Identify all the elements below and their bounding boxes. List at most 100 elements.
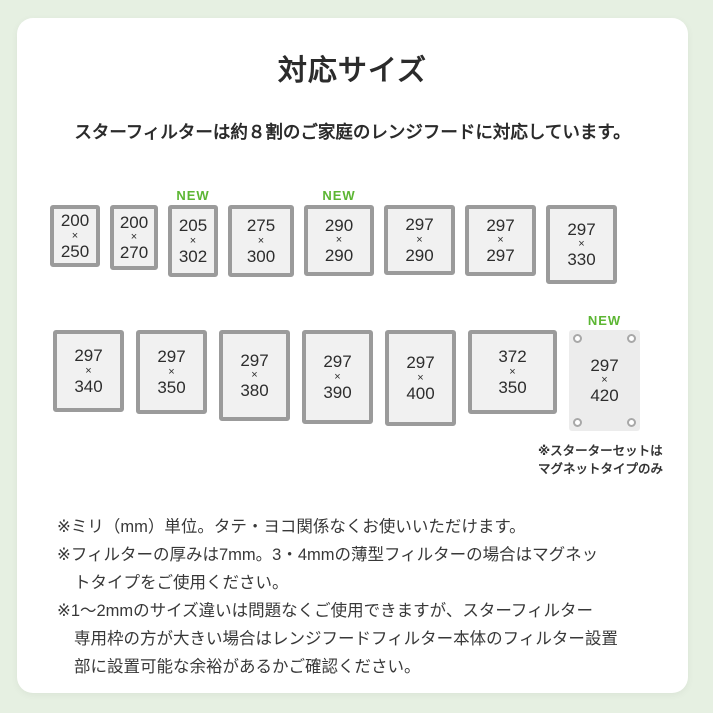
size-card-290x290: 290 × 290 — [304, 205, 374, 276]
size-height-label: 330 — [567, 250, 596, 269]
page-title: 対応サイズ — [277, 55, 428, 87]
magnet-caption-line: ※スターターセットは — [538, 444, 663, 458]
times-icon: × — [257, 234, 265, 247]
magnet-caption-line: マグネットタイプのみ — [538, 462, 664, 477]
times-icon: × — [130, 231, 138, 243]
size-card-wrap: 200 × 250 — [50, 205, 100, 267]
magnet-caption: ※スターターセットは マグネットタイプのみ — [538, 442, 713, 478]
size-card-wrap: NEW 290 × 290 — [304, 188, 374, 276]
size-height-label: 420 — [590, 386, 619, 405]
size-width-label: 297 — [567, 219, 596, 239]
note-item: ※ミリ（mm）単位。タテ・ヨコ関係なくお使いいただけます。 — [57, 513, 689, 541]
note-item: ※1〜2mmのサイズ違いは問題なくご使用できますが、スターフィルター 専用枠の方… — [57, 597, 689, 681]
size-card-275x300: 275 × 300 — [228, 205, 294, 277]
size-height-label: 300 — [246, 246, 276, 266]
size-card-wrap: 275 × 300 — [228, 205, 294, 277]
size-row-1: 200 × 250 200 × 270 NEW 205 × 302 — [50, 188, 617, 284]
times-icon: × — [497, 234, 504, 246]
size-height-label: 350 — [498, 377, 527, 397]
note-line: トタイプをご使用ください。 — [74, 574, 289, 592]
new-badge: NEW — [176, 188, 210, 203]
size-card-wrap: 297 × 400 — [385, 330, 456, 426]
size-width-label: 275 — [246, 216, 276, 236]
size-width-label: 200 — [60, 211, 90, 231]
times-icon: × — [334, 370, 341, 383]
size-height-label: 297 — [486, 246, 515, 265]
times-icon: × — [189, 234, 197, 247]
times-icon: × — [509, 365, 516, 378]
new-badge: NEW — [587, 313, 622, 328]
times-icon: × — [335, 234, 343, 246]
size-card-wrap: 297 × 290 — [384, 205, 455, 275]
size-height-label: 390 — [323, 382, 352, 402]
size-card-wrap: 297 × 350 — [136, 330, 207, 414]
times-icon: × — [168, 365, 175, 378]
magnet-hole-icon — [627, 418, 636, 427]
size-width-label: 297 — [590, 355, 619, 375]
size-height-label: 290 — [324, 246, 354, 265]
note-item: ※フィルターの厚みは7mm。3・4mmの薄型フィルターの場合はマグネッ トタイプ… — [57, 541, 689, 597]
size-height-label: 400 — [406, 383, 435, 403]
size-card-297x340: 297 × 340 — [53, 330, 124, 412]
times-icon: × — [71, 229, 79, 242]
size-width-label: 297 — [486, 215, 515, 235]
size-card-200x250: 200 × 250 — [50, 205, 100, 267]
size-card-297x290: 297 × 290 — [384, 205, 455, 275]
times-icon: × — [251, 369, 258, 381]
times-icon: × — [85, 364, 92, 377]
size-row-2: 297 × 340 297 × 350 297 × 380 — [53, 313, 663, 476]
size-card-wrap: NEW 297 × 420 ※スターターセットは マグネットタイプのみ — [538, 313, 663, 476]
size-width-label: 297 — [406, 353, 435, 373]
size-height-label: 340 — [74, 376, 103, 396]
size-card-wrap: 297 × 390 — [302, 330, 373, 424]
size-width-label: 297 — [157, 347, 186, 367]
new-badge: NEW — [322, 188, 356, 203]
times-icon: × — [417, 371, 424, 384]
note-line: 部に設置可能な余裕があるかご確認ください。 — [74, 658, 421, 676]
size-width-label: 200 — [119, 212, 149, 232]
magnet-hole-icon — [627, 334, 636, 343]
size-card-205x302: 205 × 302 — [168, 205, 218, 277]
magnet-hole-icon — [573, 334, 582, 343]
times-icon: × — [578, 238, 585, 250]
magnet-size-card-297x420: 297 × 420 — [569, 330, 640, 431]
size-card-297x297: 297 × 297 — [465, 205, 536, 276]
size-card-wrap: 297 × 340 — [53, 330, 124, 412]
size-height-label: 350 — [157, 377, 186, 397]
note-line: ※ミリ（mm）単位。タテ・ヨコ関係なくお使いいただけます。 — [57, 518, 526, 536]
size-card-297x380: 297 × 380 — [219, 330, 290, 421]
size-width-label: 372 — [498, 347, 527, 367]
note-line: 専用枠の方が大きい場合はレンジフードフィルター本体のフィルター設置 — [74, 630, 618, 648]
size-card-wrap: 200 × 270 — [110, 205, 158, 270]
size-height-label: 380 — [240, 381, 269, 400]
size-card-wrap: 297 × 330 — [546, 205, 617, 284]
size-width-label: 290 — [324, 215, 354, 235]
size-card-297x390: 297 × 390 — [302, 330, 373, 424]
size-card-297x330: 297 × 330 — [546, 205, 617, 284]
size-card-200x270: 200 × 270 — [110, 205, 158, 270]
size-width-label: 205 — [178, 216, 208, 236]
size-card-wrap: 297 × 380 — [219, 330, 290, 421]
size-width-label: 297 — [240, 350, 269, 370]
notes-section: ※ミリ（mm）単位。タテ・ヨコ関係なくお使いいただけます。 ※フィルターの厚みは… — [57, 513, 689, 681]
note-line: ※フィルターの厚みは7mm。3・4mmの薄型フィルターの場合はマグネッ — [57, 546, 599, 564]
size-card-wrap: 372 × 350 — [468, 330, 557, 414]
content-panel: 対応サイズ スターフィルターは約８割のご家庭のレンジフードに対応しています。 2… — [17, 18, 688, 693]
size-card-297x400: 297 × 400 — [385, 330, 456, 426]
size-width-label: 297 — [323, 352, 352, 372]
size-card-wrap: NEW 205 × 302 — [168, 188, 218, 277]
times-icon: × — [601, 374, 608, 386]
size-height-label: 250 — [60, 241, 90, 261]
page-subtitle: スターフィルターは約８割のご家庭のレンジフードに対応しています。 — [74, 122, 631, 142]
size-height-label: 270 — [119, 243, 149, 262]
size-card-297x350: 297 × 350 — [136, 330, 207, 414]
size-height-label: 290 — [405, 245, 434, 265]
size-width-label: 297 — [405, 215, 434, 235]
magnet-hole-icon — [573, 418, 582, 427]
note-line: ※1〜2mmのサイズ違いは問題なくご使用できますが、スターフィルター — [57, 602, 594, 620]
size-card-372x350: 372 × 350 — [468, 330, 557, 414]
size-width-label: 297 — [74, 346, 103, 366]
size-height-label: 302 — [178, 246, 208, 266]
size-card-wrap: 297 × 297 — [465, 205, 536, 276]
